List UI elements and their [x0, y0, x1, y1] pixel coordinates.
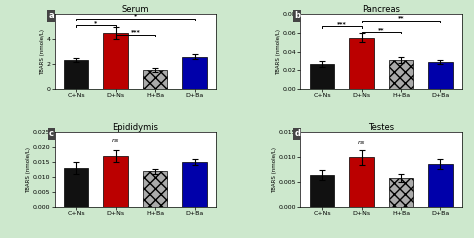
Bar	[389, 60, 413, 89]
Text: ***: ***	[337, 21, 346, 26]
Bar	[182, 162, 207, 207]
Bar	[428, 62, 453, 89]
Bar	[182, 57, 207, 89]
Bar	[310, 64, 334, 89]
Bar	[103, 156, 128, 207]
Text: ns: ns	[358, 140, 365, 145]
Text: ***: ***	[130, 30, 140, 35]
Bar	[64, 168, 89, 207]
Bar	[349, 157, 374, 207]
Bar	[428, 164, 453, 207]
Text: ns: ns	[112, 138, 119, 143]
Title: Pancreas: Pancreas	[362, 5, 400, 14]
Text: **: **	[398, 15, 404, 20]
Bar	[64, 60, 89, 89]
Text: **: **	[378, 27, 384, 32]
Bar	[143, 70, 167, 89]
Text: *: *	[134, 13, 137, 18]
Title: Testes: Testes	[368, 123, 394, 132]
Text: b: b	[294, 11, 300, 20]
Bar	[143, 171, 167, 207]
Y-axis label: TBARS (nmole/L): TBARS (nmole/L)	[276, 29, 281, 75]
Bar	[310, 175, 334, 207]
Bar	[389, 178, 413, 207]
Y-axis label: TBARS (nmole/L): TBARS (nmole/L)	[273, 147, 277, 193]
Text: c: c	[49, 129, 54, 138]
Title: Epididymis: Epididymis	[112, 123, 158, 132]
Y-axis label: TBARS (nmole/L): TBARS (nmole/L)	[40, 29, 45, 75]
Title: Serum: Serum	[122, 5, 149, 14]
Bar	[103, 33, 128, 89]
Text: *: *	[94, 20, 98, 25]
Bar	[349, 38, 374, 89]
Text: a: a	[48, 11, 54, 20]
Y-axis label: TBARS (nmole/L): TBARS (nmole/L)	[27, 147, 31, 193]
Text: d: d	[294, 129, 300, 138]
